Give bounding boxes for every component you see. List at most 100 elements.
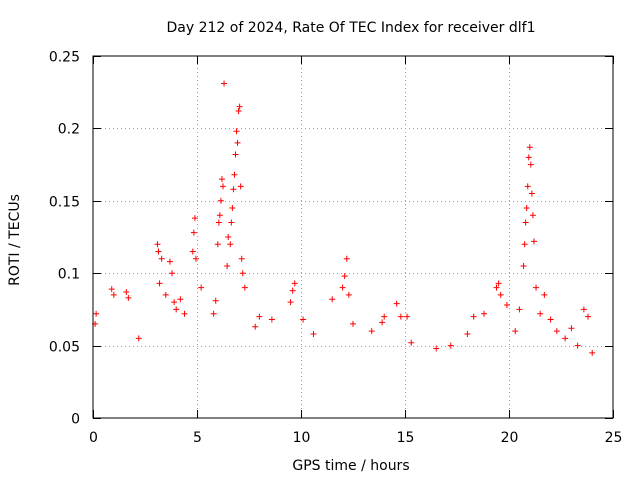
data-point xyxy=(189,248,196,255)
x-axis-label: GPS time / hours xyxy=(292,458,409,474)
data-point xyxy=(533,284,540,291)
data-point xyxy=(220,183,226,190)
data-point xyxy=(210,310,217,317)
data-point xyxy=(252,323,259,330)
data-point xyxy=(300,316,307,323)
data-point xyxy=(522,219,529,226)
data-point xyxy=(158,255,165,262)
data-point xyxy=(123,289,130,296)
data-point xyxy=(171,299,178,306)
data-point xyxy=(233,128,240,135)
data-point xyxy=(521,241,528,248)
data-point xyxy=(230,186,237,193)
ticks: 0 0.05 0.1 0.15 0.2 0.25 0 5 10 15 20 25 xyxy=(49,50,623,447)
chart-title: Day 212 of 2024, Rate Of TEC Index for r… xyxy=(167,20,536,36)
data-point xyxy=(329,296,336,303)
data-point xyxy=(568,325,575,332)
data-point xyxy=(228,219,235,226)
data-point xyxy=(530,238,537,245)
data-point xyxy=(156,280,163,287)
plot-frame xyxy=(92,55,614,419)
y-axis-label: ROTI / TECUs xyxy=(7,194,23,286)
y-tick-label: 0.25 xyxy=(49,50,80,66)
data-point xyxy=(350,320,356,327)
data-point xyxy=(523,205,530,212)
data-point xyxy=(310,331,317,338)
data-point xyxy=(345,291,352,298)
y-tick-label: 0.05 xyxy=(49,340,80,356)
data-point xyxy=(341,273,348,280)
data-point xyxy=(218,176,225,183)
data-point xyxy=(464,331,471,338)
data-point xyxy=(224,262,231,269)
data-point xyxy=(495,280,502,287)
data-point xyxy=(393,300,400,307)
data-point xyxy=(212,297,219,304)
data-point xyxy=(216,212,223,219)
y-tick-label: 0 xyxy=(71,412,80,428)
data-point xyxy=(177,296,184,303)
data-point xyxy=(527,161,534,168)
data-point xyxy=(528,190,535,197)
data-point xyxy=(237,183,244,190)
data-point xyxy=(497,291,504,298)
x-tick-label: 25 xyxy=(605,430,623,446)
data-point xyxy=(562,335,569,342)
data-point xyxy=(268,316,275,323)
data-point xyxy=(125,294,132,301)
data-point xyxy=(154,241,161,248)
data-point xyxy=(239,270,246,277)
data-point xyxy=(215,219,222,226)
data-point xyxy=(447,342,454,349)
data-point xyxy=(553,328,560,335)
data-point xyxy=(235,108,242,115)
data-point xyxy=(108,286,115,293)
data-point xyxy=(241,284,248,291)
data-point xyxy=(580,306,587,313)
data-point xyxy=(537,310,544,317)
data-point xyxy=(470,313,477,320)
data-point xyxy=(110,291,117,298)
data-point xyxy=(291,280,298,287)
data-point xyxy=(339,284,346,291)
data-point xyxy=(229,205,236,212)
data-point xyxy=(191,215,198,222)
data-point xyxy=(529,212,536,219)
data-point xyxy=(227,241,234,248)
grid xyxy=(93,56,613,418)
y-tick-label: 0.1 xyxy=(58,267,80,283)
data-point xyxy=(181,310,188,317)
data-point xyxy=(433,345,440,352)
data-point xyxy=(231,171,238,178)
data-point xyxy=(221,80,228,87)
data-point xyxy=(225,234,232,240)
data-point xyxy=(368,328,375,335)
data-point xyxy=(214,241,221,248)
data-point xyxy=(408,339,415,346)
data-point xyxy=(343,255,350,262)
data-point xyxy=(162,291,169,298)
data-point xyxy=(93,310,100,317)
data-point xyxy=(589,349,596,356)
data-point xyxy=(135,335,142,342)
x-tick-label: 0 xyxy=(89,430,98,446)
data-point xyxy=(525,154,532,161)
x-tick-label: 20 xyxy=(501,430,519,446)
data-point xyxy=(404,313,411,320)
data-point xyxy=(217,197,224,204)
data-point xyxy=(234,139,241,146)
data-point xyxy=(516,306,523,313)
data-point xyxy=(192,255,199,262)
data-points xyxy=(92,80,596,356)
data-point xyxy=(289,287,296,294)
data-point xyxy=(512,328,519,335)
x-tick-label: 10 xyxy=(293,430,311,446)
data-point xyxy=(166,258,173,265)
x-tick-label: 15 xyxy=(397,430,415,446)
data-point xyxy=(481,310,488,317)
data-point xyxy=(238,255,245,262)
data-point xyxy=(574,342,581,349)
data-point xyxy=(287,299,294,306)
